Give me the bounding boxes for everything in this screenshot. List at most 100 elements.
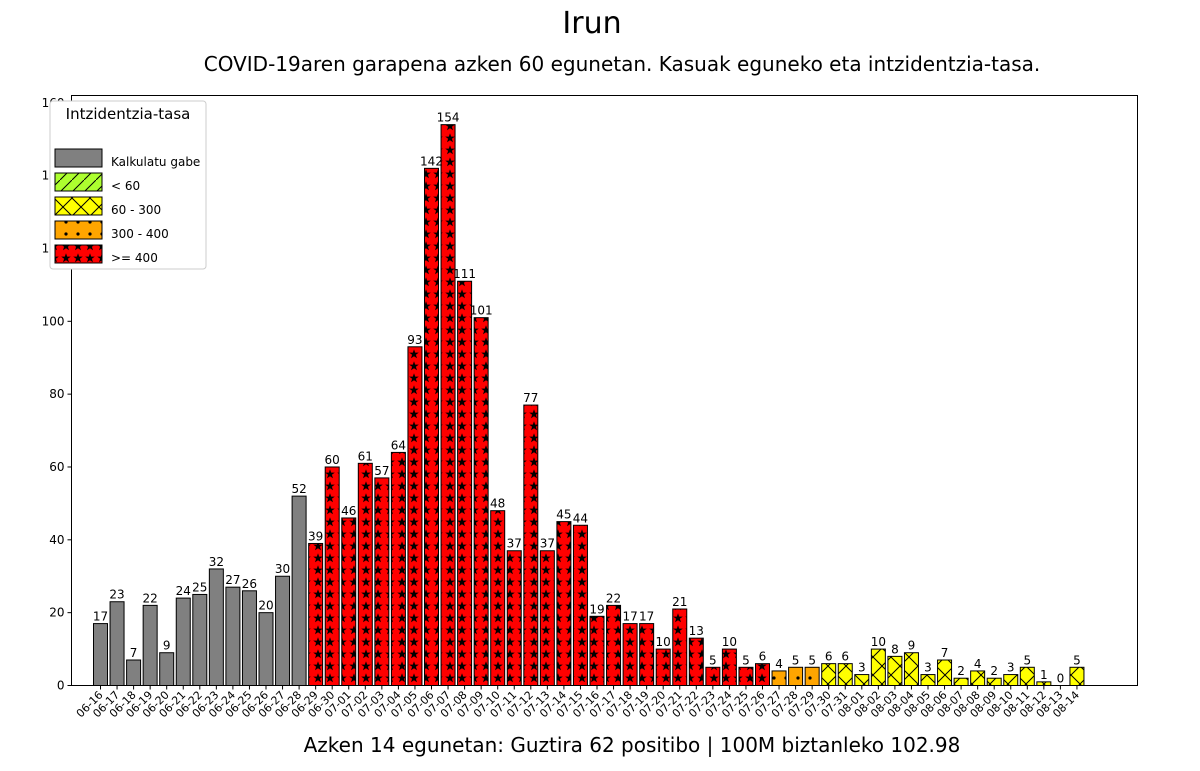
bar-label-07-26: 6 bbox=[759, 650, 767, 664]
bar-label-06-23: 32 bbox=[209, 555, 224, 569]
bar-label-07-04: 64 bbox=[391, 438, 406, 452]
bar-07-12 bbox=[523, 404, 539, 686]
bar-label-08-12: 1 bbox=[1040, 668, 1048, 682]
legend-label-lt60: < 60 bbox=[111, 179, 140, 193]
bar-label-07-01: 46 bbox=[341, 504, 356, 518]
bar-07-04 bbox=[390, 451, 406, 686]
bar-07-07 bbox=[440, 124, 456, 686]
plot-frame bbox=[71, 95, 1138, 686]
bar-06-29 bbox=[308, 542, 324, 686]
bar-06-22 bbox=[192, 593, 208, 687]
bar-label-07-14: 45 bbox=[556, 508, 571, 522]
bar-label-07-23: 5 bbox=[709, 653, 717, 667]
bar-07-17 bbox=[606, 604, 622, 686]
bar-07-14 bbox=[556, 521, 572, 686]
chart-subtitle: COVID-19aren garapena azken 60 egunetan.… bbox=[203, 52, 1041, 76]
bar-label-07-08: 111 bbox=[453, 267, 476, 281]
bar-label-07-21: 21 bbox=[672, 595, 687, 609]
bar-label-07-22: 13 bbox=[689, 624, 704, 638]
bar-label-06-26: 20 bbox=[258, 599, 273, 613]
bar-label-06-25: 26 bbox=[242, 577, 257, 591]
legend-swatch-ge400 bbox=[54, 244, 103, 264]
bar-label-07-11: 37 bbox=[507, 537, 522, 551]
legend-swatch-60-300 bbox=[54, 196, 103, 216]
bar-06-17 bbox=[109, 601, 125, 686]
bar-label-07-17: 22 bbox=[606, 591, 621, 605]
bar-label-08-11: 5 bbox=[1023, 653, 1031, 667]
bar-label-07-27: 4 bbox=[775, 657, 783, 671]
bar-label-08-01: 3 bbox=[858, 661, 866, 675]
bar-label-06-22: 25 bbox=[192, 580, 207, 594]
bar-06-26 bbox=[258, 612, 274, 687]
bar-label-08-08: 4 bbox=[974, 657, 982, 671]
bar-07-05 bbox=[407, 346, 423, 686]
legend-title: Intzidentzia-tasa bbox=[66, 105, 191, 123]
bar-08-04 bbox=[903, 652, 919, 687]
bar-06-28 bbox=[291, 495, 307, 686]
legend-label-ge400: >= 400 bbox=[111, 251, 158, 265]
bar-label-07-25: 5 bbox=[742, 653, 750, 667]
y-tick-label-20: 20 bbox=[49, 606, 64, 620]
legend-swatch-300-400 bbox=[54, 220, 103, 240]
bar-07-24 bbox=[721, 648, 737, 687]
legend-swatch-none bbox=[54, 148, 103, 168]
bar-06-24 bbox=[225, 586, 241, 687]
bar-07-09 bbox=[473, 317, 489, 686]
bar-06-27 bbox=[275, 575, 291, 686]
bar-06-19 bbox=[142, 604, 158, 686]
bar-07-01 bbox=[341, 517, 357, 686]
bar-07-19 bbox=[639, 623, 655, 687]
chart-title: Irun bbox=[562, 6, 622, 41]
bar-label-07-07: 154 bbox=[437, 111, 460, 125]
bar-08-01 bbox=[854, 674, 870, 687]
bar-label-08-14: 5 bbox=[1073, 653, 1081, 667]
legend-label-300-400: 300 - 400 bbox=[111, 227, 169, 241]
bar-08-09 bbox=[986, 677, 1002, 687]
bar-label-06-18: 7 bbox=[130, 646, 138, 660]
bar-08-12 bbox=[1036, 681, 1052, 687]
bar-07-15 bbox=[572, 524, 588, 687]
legend-swatch-lt60 bbox=[54, 172, 103, 192]
bar-07-11 bbox=[506, 550, 522, 686]
bar-label-08-07: 2 bbox=[957, 664, 965, 678]
bar-label-08-13: 0 bbox=[1057, 672, 1065, 686]
bar-07-03 bbox=[374, 477, 390, 686]
bar-label-08-10: 3 bbox=[1007, 661, 1015, 675]
bar-07-27 bbox=[771, 670, 787, 687]
bar-07-28 bbox=[788, 666, 804, 686]
legend-label-none: Kalkulatu gabe bbox=[111, 155, 200, 169]
bar-08-03 bbox=[887, 655, 903, 686]
bar-label-08-02: 10 bbox=[871, 635, 886, 649]
bar-06-21 bbox=[175, 597, 191, 686]
bar-label-07-28: 5 bbox=[792, 653, 800, 667]
bar-07-18 bbox=[622, 623, 638, 687]
bar-08-07 bbox=[953, 677, 969, 687]
bar-07-13 bbox=[539, 550, 555, 686]
bar-06-30 bbox=[324, 466, 340, 686]
bar-label-07-09: 101 bbox=[470, 304, 493, 318]
bar-label-08-03: 8 bbox=[891, 642, 899, 656]
legend: Intzidentzia-tasa Kalkulatu gabe < 60 60… bbox=[49, 100, 207, 270]
bar-07-30 bbox=[821, 663, 837, 686]
bar-06-20 bbox=[159, 652, 175, 687]
bar-label-08-05: 3 bbox=[924, 661, 932, 675]
bar-label-07-24: 10 bbox=[722, 635, 737, 649]
bar-label-06-29: 39 bbox=[308, 529, 323, 543]
legend-label-60-300: 60 - 300 bbox=[111, 203, 161, 217]
bar-07-23 bbox=[705, 666, 721, 686]
bar-07-10 bbox=[490, 510, 506, 686]
bar-label-08-06: 7 bbox=[941, 646, 949, 660]
bar-label-06-30: 60 bbox=[325, 453, 340, 467]
bar-08-02 bbox=[870, 648, 886, 687]
chart-footer: Azken 14 egunetan: Guztira 62 positibo |… bbox=[303, 733, 961, 757]
bar-08-05 bbox=[920, 674, 936, 687]
bar-08-06 bbox=[937, 659, 953, 686]
bar-label-07-12: 77 bbox=[523, 391, 538, 405]
bar-label-07-29: 5 bbox=[808, 653, 816, 667]
bar-08-14 bbox=[1069, 666, 1085, 686]
bar-07-26 bbox=[755, 663, 770, 686]
bar-07-20 bbox=[655, 648, 671, 687]
bar-06-18 bbox=[126, 659, 142, 686]
bar-label-06-28: 52 bbox=[291, 482, 306, 496]
